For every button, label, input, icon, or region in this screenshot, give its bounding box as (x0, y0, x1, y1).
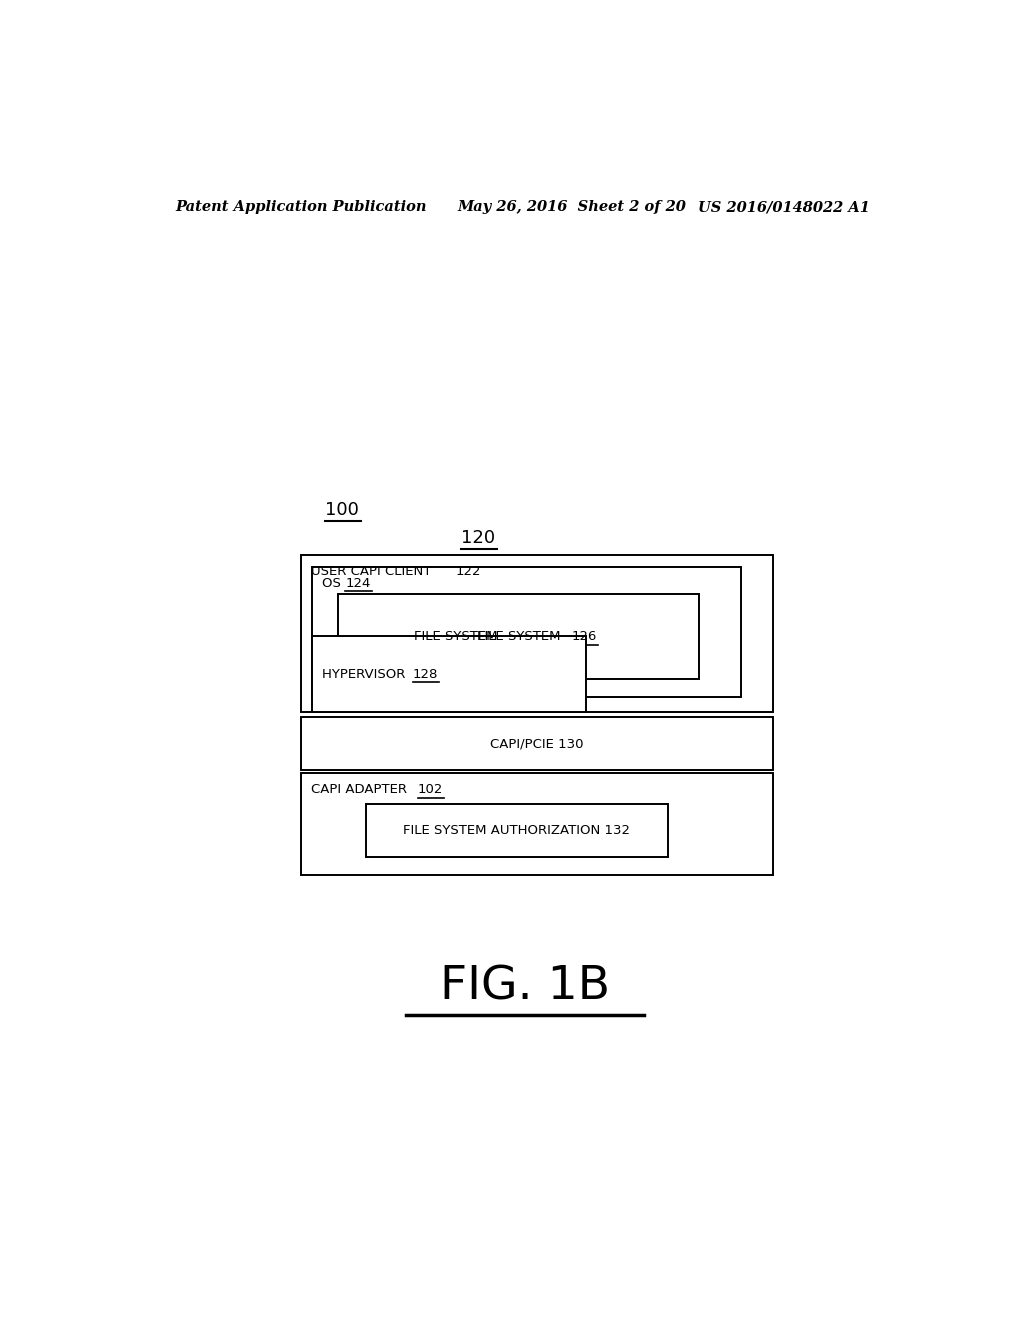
Text: Patent Application Publication: Patent Application Publication (176, 201, 427, 214)
Text: 128: 128 (413, 668, 438, 681)
Text: 100: 100 (325, 502, 358, 519)
Text: May 26, 2016  Sheet 2 of 20: May 26, 2016 Sheet 2 of 20 (458, 201, 686, 214)
Bar (367, 804, 668, 857)
Text: 122: 122 (456, 565, 481, 578)
Bar (338, 594, 699, 678)
Text: CAPI/PCIE 130: CAPI/PCIE 130 (490, 738, 584, 750)
Text: FILE SYSTEM AUTHORIZATION 132: FILE SYSTEM AUTHORIZATION 132 (403, 824, 631, 837)
Bar (312, 568, 740, 697)
Text: USER CAPI CLIENT: USER CAPI CLIENT (310, 565, 435, 578)
Bar (301, 554, 773, 713)
Text: CAPI ADAPTER: CAPI ADAPTER (310, 783, 411, 796)
Text: 124: 124 (345, 577, 371, 590)
Text: FIG. 1B: FIG. 1B (439, 965, 610, 1010)
Text: 126: 126 (572, 630, 597, 643)
Text: FILE SYSTEM: FILE SYSTEM (414, 630, 502, 643)
Text: US 2016/0148022 A1: US 2016/0148022 A1 (698, 201, 870, 214)
Text: FILE SYSTEM: FILE SYSTEM (414, 630, 502, 643)
Bar (301, 718, 773, 771)
Bar (312, 636, 586, 713)
Text: FILE SYSTEM: FILE SYSTEM (477, 630, 560, 643)
Text: OS: OS (322, 577, 345, 590)
Text: HYPERVISOR: HYPERVISOR (322, 668, 410, 681)
Bar (301, 774, 773, 875)
Text: 120: 120 (461, 529, 496, 546)
Text: 102: 102 (418, 783, 443, 796)
